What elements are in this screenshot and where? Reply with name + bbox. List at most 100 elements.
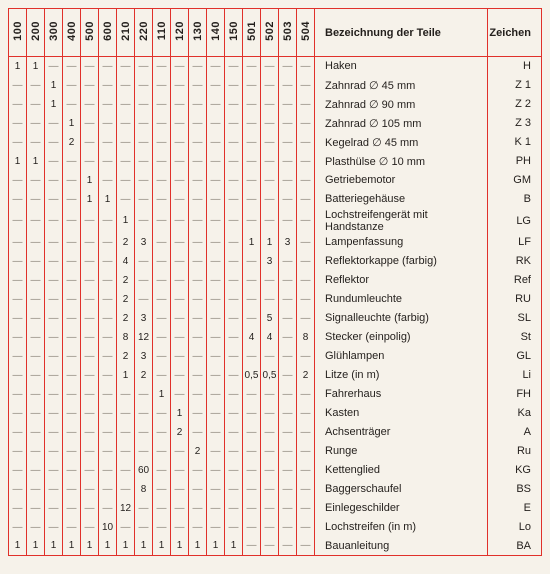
- cell: —: [117, 76, 135, 95]
- cell: —: [243, 171, 261, 190]
- col-header-502: 502: [261, 9, 279, 57]
- cell: —: [207, 347, 225, 366]
- cell: —: [225, 290, 243, 309]
- cell: —: [9, 499, 27, 518]
- part-sign: BS: [488, 480, 542, 499]
- cell: —: [279, 442, 297, 461]
- part-sign: PH: [488, 152, 542, 171]
- cell: 1: [243, 233, 261, 252]
- table-row: ——————12—————0,50,5—2Litze (in m)Li: [9, 366, 542, 385]
- cell: —: [81, 328, 99, 347]
- cell: —: [9, 252, 27, 271]
- cell: —: [225, 95, 243, 114]
- cell: —: [261, 271, 279, 290]
- cell: —: [171, 190, 189, 209]
- cell: —: [45, 152, 63, 171]
- cell: —: [261, 347, 279, 366]
- cell: —: [279, 95, 297, 114]
- cell: —: [297, 171, 315, 190]
- cell: —: [297, 385, 315, 404]
- cell: —: [135, 209, 153, 233]
- cell: —: [27, 461, 45, 480]
- cell: —: [99, 309, 117, 328]
- cell: —: [63, 252, 81, 271]
- part-name: Reflektorkappe (farbig): [315, 252, 488, 271]
- table-row: ————————1————————FahrerhausFH: [9, 385, 542, 404]
- cell: —: [9, 480, 27, 499]
- cell: —: [135, 252, 153, 271]
- col-header-label: 300: [48, 21, 60, 41]
- cell: —: [207, 57, 225, 76]
- cell: —: [261, 518, 279, 537]
- cell: 0,5: [243, 366, 261, 385]
- cell: —: [153, 171, 171, 190]
- cell: —: [99, 171, 117, 190]
- cell: —: [261, 133, 279, 152]
- cell: —: [279, 190, 297, 209]
- cell: —: [207, 404, 225, 423]
- part-name: Runge: [315, 442, 488, 461]
- cell: —: [9, 385, 27, 404]
- cell: —: [279, 385, 297, 404]
- cell: —: [135, 190, 153, 209]
- col-header-504: 504: [297, 9, 315, 57]
- cell: —: [279, 423, 297, 442]
- cell: —: [27, 233, 45, 252]
- cell: —: [27, 328, 45, 347]
- cell: —: [243, 114, 261, 133]
- parts-table: 1002003004005006002102201101201301401505…: [8, 8, 542, 556]
- part-name: Fahrerhaus: [315, 385, 488, 404]
- cell: —: [27, 114, 45, 133]
- cell: —: [225, 271, 243, 290]
- cell: —: [153, 252, 171, 271]
- cell: —: [297, 442, 315, 461]
- cell: —: [153, 480, 171, 499]
- cell: —: [117, 171, 135, 190]
- cell: —: [189, 423, 207, 442]
- cell: 60: [135, 461, 153, 480]
- cell: —: [27, 423, 45, 442]
- cell: —: [225, 328, 243, 347]
- cell: —: [243, 252, 261, 271]
- cell: —: [135, 404, 153, 423]
- cell: —: [171, 114, 189, 133]
- parts-table-page: 1002003004005006002102201101201301401505…: [0, 0, 550, 574]
- cell: 1: [9, 152, 27, 171]
- col-header-label: 120: [174, 21, 186, 41]
- part-name: Batteriegehäuse: [315, 190, 488, 209]
- cell: 2: [117, 271, 135, 290]
- part-name: Lampenfassung: [315, 233, 488, 252]
- cell: —: [81, 385, 99, 404]
- cell: —: [27, 442, 45, 461]
- cell: —: [99, 461, 117, 480]
- part-sign: LG: [488, 209, 542, 233]
- col-header-label: 501: [246, 21, 258, 41]
- cell: —: [225, 233, 243, 252]
- cell: —: [99, 499, 117, 518]
- part-name: Litze (in m): [315, 366, 488, 385]
- cell: —: [27, 480, 45, 499]
- part-name: Rundumleuchte: [315, 290, 488, 309]
- cell: 2: [117, 347, 135, 366]
- cell: —: [117, 518, 135, 537]
- col-header-label: 200: [30, 21, 42, 41]
- cell: 1: [45, 95, 63, 114]
- cell: —: [153, 518, 171, 537]
- cell: —: [99, 423, 117, 442]
- cell: —: [99, 252, 117, 271]
- cell: —: [45, 328, 63, 347]
- cell: —: [9, 518, 27, 537]
- cell: —: [63, 57, 81, 76]
- cell: —: [27, 518, 45, 537]
- part-sign: B: [488, 190, 542, 209]
- cell: —: [297, 537, 315, 556]
- cell: 1: [63, 537, 81, 556]
- cell: —: [171, 152, 189, 171]
- cell: —: [225, 171, 243, 190]
- cell: —: [225, 461, 243, 480]
- part-sign: SL: [488, 309, 542, 328]
- part-sign: Z 2: [488, 95, 542, 114]
- cell: —: [279, 518, 297, 537]
- cell: —: [99, 347, 117, 366]
- cell: —: [9, 171, 27, 190]
